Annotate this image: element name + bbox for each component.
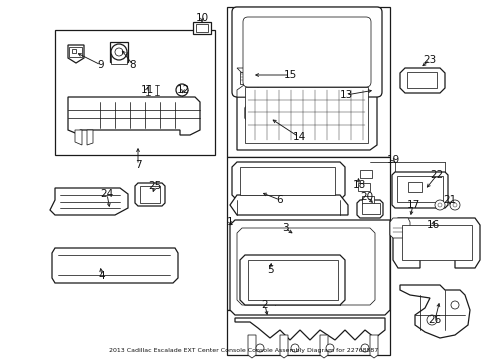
Polygon shape <box>237 80 376 150</box>
Polygon shape <box>231 162 345 200</box>
Text: 2: 2 <box>261 300 268 310</box>
Circle shape <box>111 44 127 60</box>
Bar <box>226 310 389 355</box>
Bar <box>110 42 128 62</box>
Bar <box>193 22 210 34</box>
Polygon shape <box>229 220 389 315</box>
Text: 16: 16 <box>426 220 439 230</box>
Circle shape <box>115 48 123 56</box>
Bar <box>196 24 207 32</box>
Text: 26: 26 <box>427 315 441 325</box>
Text: 21: 21 <box>443 195 456 205</box>
FancyBboxPatch shape <box>243 17 370 87</box>
Bar <box>69 47 82 57</box>
Polygon shape <box>399 285 469 338</box>
Bar <box>72 49 76 53</box>
Polygon shape <box>87 130 93 145</box>
Circle shape <box>449 200 459 210</box>
Circle shape <box>437 203 441 207</box>
Polygon shape <box>392 218 479 268</box>
Bar <box>226 7 389 157</box>
Text: 12: 12 <box>176 85 189 95</box>
Polygon shape <box>240 255 345 305</box>
Bar <box>111 52 127 64</box>
Bar <box>361 203 379 214</box>
Polygon shape <box>389 218 409 238</box>
Polygon shape <box>75 130 82 145</box>
FancyBboxPatch shape <box>231 7 381 97</box>
Text: 23: 23 <box>423 55 436 65</box>
Bar <box>401 225 471 260</box>
Polygon shape <box>319 335 327 358</box>
Polygon shape <box>229 195 347 215</box>
Bar <box>247 260 337 300</box>
Polygon shape <box>399 68 444 93</box>
Polygon shape <box>244 87 367 143</box>
Text: 8: 8 <box>129 60 136 70</box>
Text: 17: 17 <box>406 200 419 210</box>
Circle shape <box>452 203 456 207</box>
Polygon shape <box>391 172 447 208</box>
Polygon shape <box>247 335 256 358</box>
Bar <box>240 167 334 195</box>
Polygon shape <box>267 115 287 128</box>
Text: 1: 1 <box>226 217 233 227</box>
Polygon shape <box>359 170 371 178</box>
Text: 15: 15 <box>283 70 296 80</box>
Circle shape <box>426 315 436 325</box>
Bar <box>240 72 249 84</box>
Polygon shape <box>369 335 377 358</box>
Polygon shape <box>237 68 258 97</box>
Text: 6: 6 <box>276 195 283 205</box>
Circle shape <box>325 344 333 352</box>
Bar <box>406 72 436 88</box>
Text: 25: 25 <box>148 181 162 191</box>
Text: 3: 3 <box>281 223 288 233</box>
Circle shape <box>360 344 368 352</box>
Circle shape <box>256 344 264 352</box>
Text: 13: 13 <box>339 90 352 100</box>
Circle shape <box>450 301 458 309</box>
Text: 19: 19 <box>386 155 399 165</box>
Text: 11: 11 <box>140 85 153 95</box>
Polygon shape <box>244 100 278 125</box>
Text: 14: 14 <box>292 132 305 142</box>
Text: 5: 5 <box>266 265 273 275</box>
Polygon shape <box>356 200 382 218</box>
Polygon shape <box>52 248 178 283</box>
Text: 2013 Cadillac Escalade EXT Center Console Console Assembly Diagram for 22768887: 2013 Cadillac Escalade EXT Center Consol… <box>109 348 378 353</box>
Text: 10: 10 <box>195 13 208 23</box>
Text: 22: 22 <box>429 170 443 180</box>
Bar <box>140 186 160 203</box>
Polygon shape <box>361 196 373 204</box>
Circle shape <box>434 200 444 210</box>
Bar <box>226 157 389 310</box>
Polygon shape <box>237 228 374 305</box>
Text: 4: 4 <box>99 271 105 281</box>
Text: 20: 20 <box>360 192 373 202</box>
Polygon shape <box>68 45 84 63</box>
Text: 18: 18 <box>352 180 365 190</box>
Polygon shape <box>357 183 369 191</box>
Text: 9: 9 <box>98 60 104 70</box>
Circle shape <box>290 344 298 352</box>
Polygon shape <box>235 318 384 340</box>
Bar <box>55 30 215 155</box>
Text: 24: 24 <box>100 189 113 199</box>
Polygon shape <box>68 97 200 135</box>
Bar <box>396 176 442 202</box>
Polygon shape <box>135 183 164 206</box>
Text: 7: 7 <box>134 160 141 170</box>
Polygon shape <box>280 335 287 358</box>
Bar <box>407 182 421 192</box>
Circle shape <box>176 84 187 96</box>
Polygon shape <box>50 188 128 215</box>
